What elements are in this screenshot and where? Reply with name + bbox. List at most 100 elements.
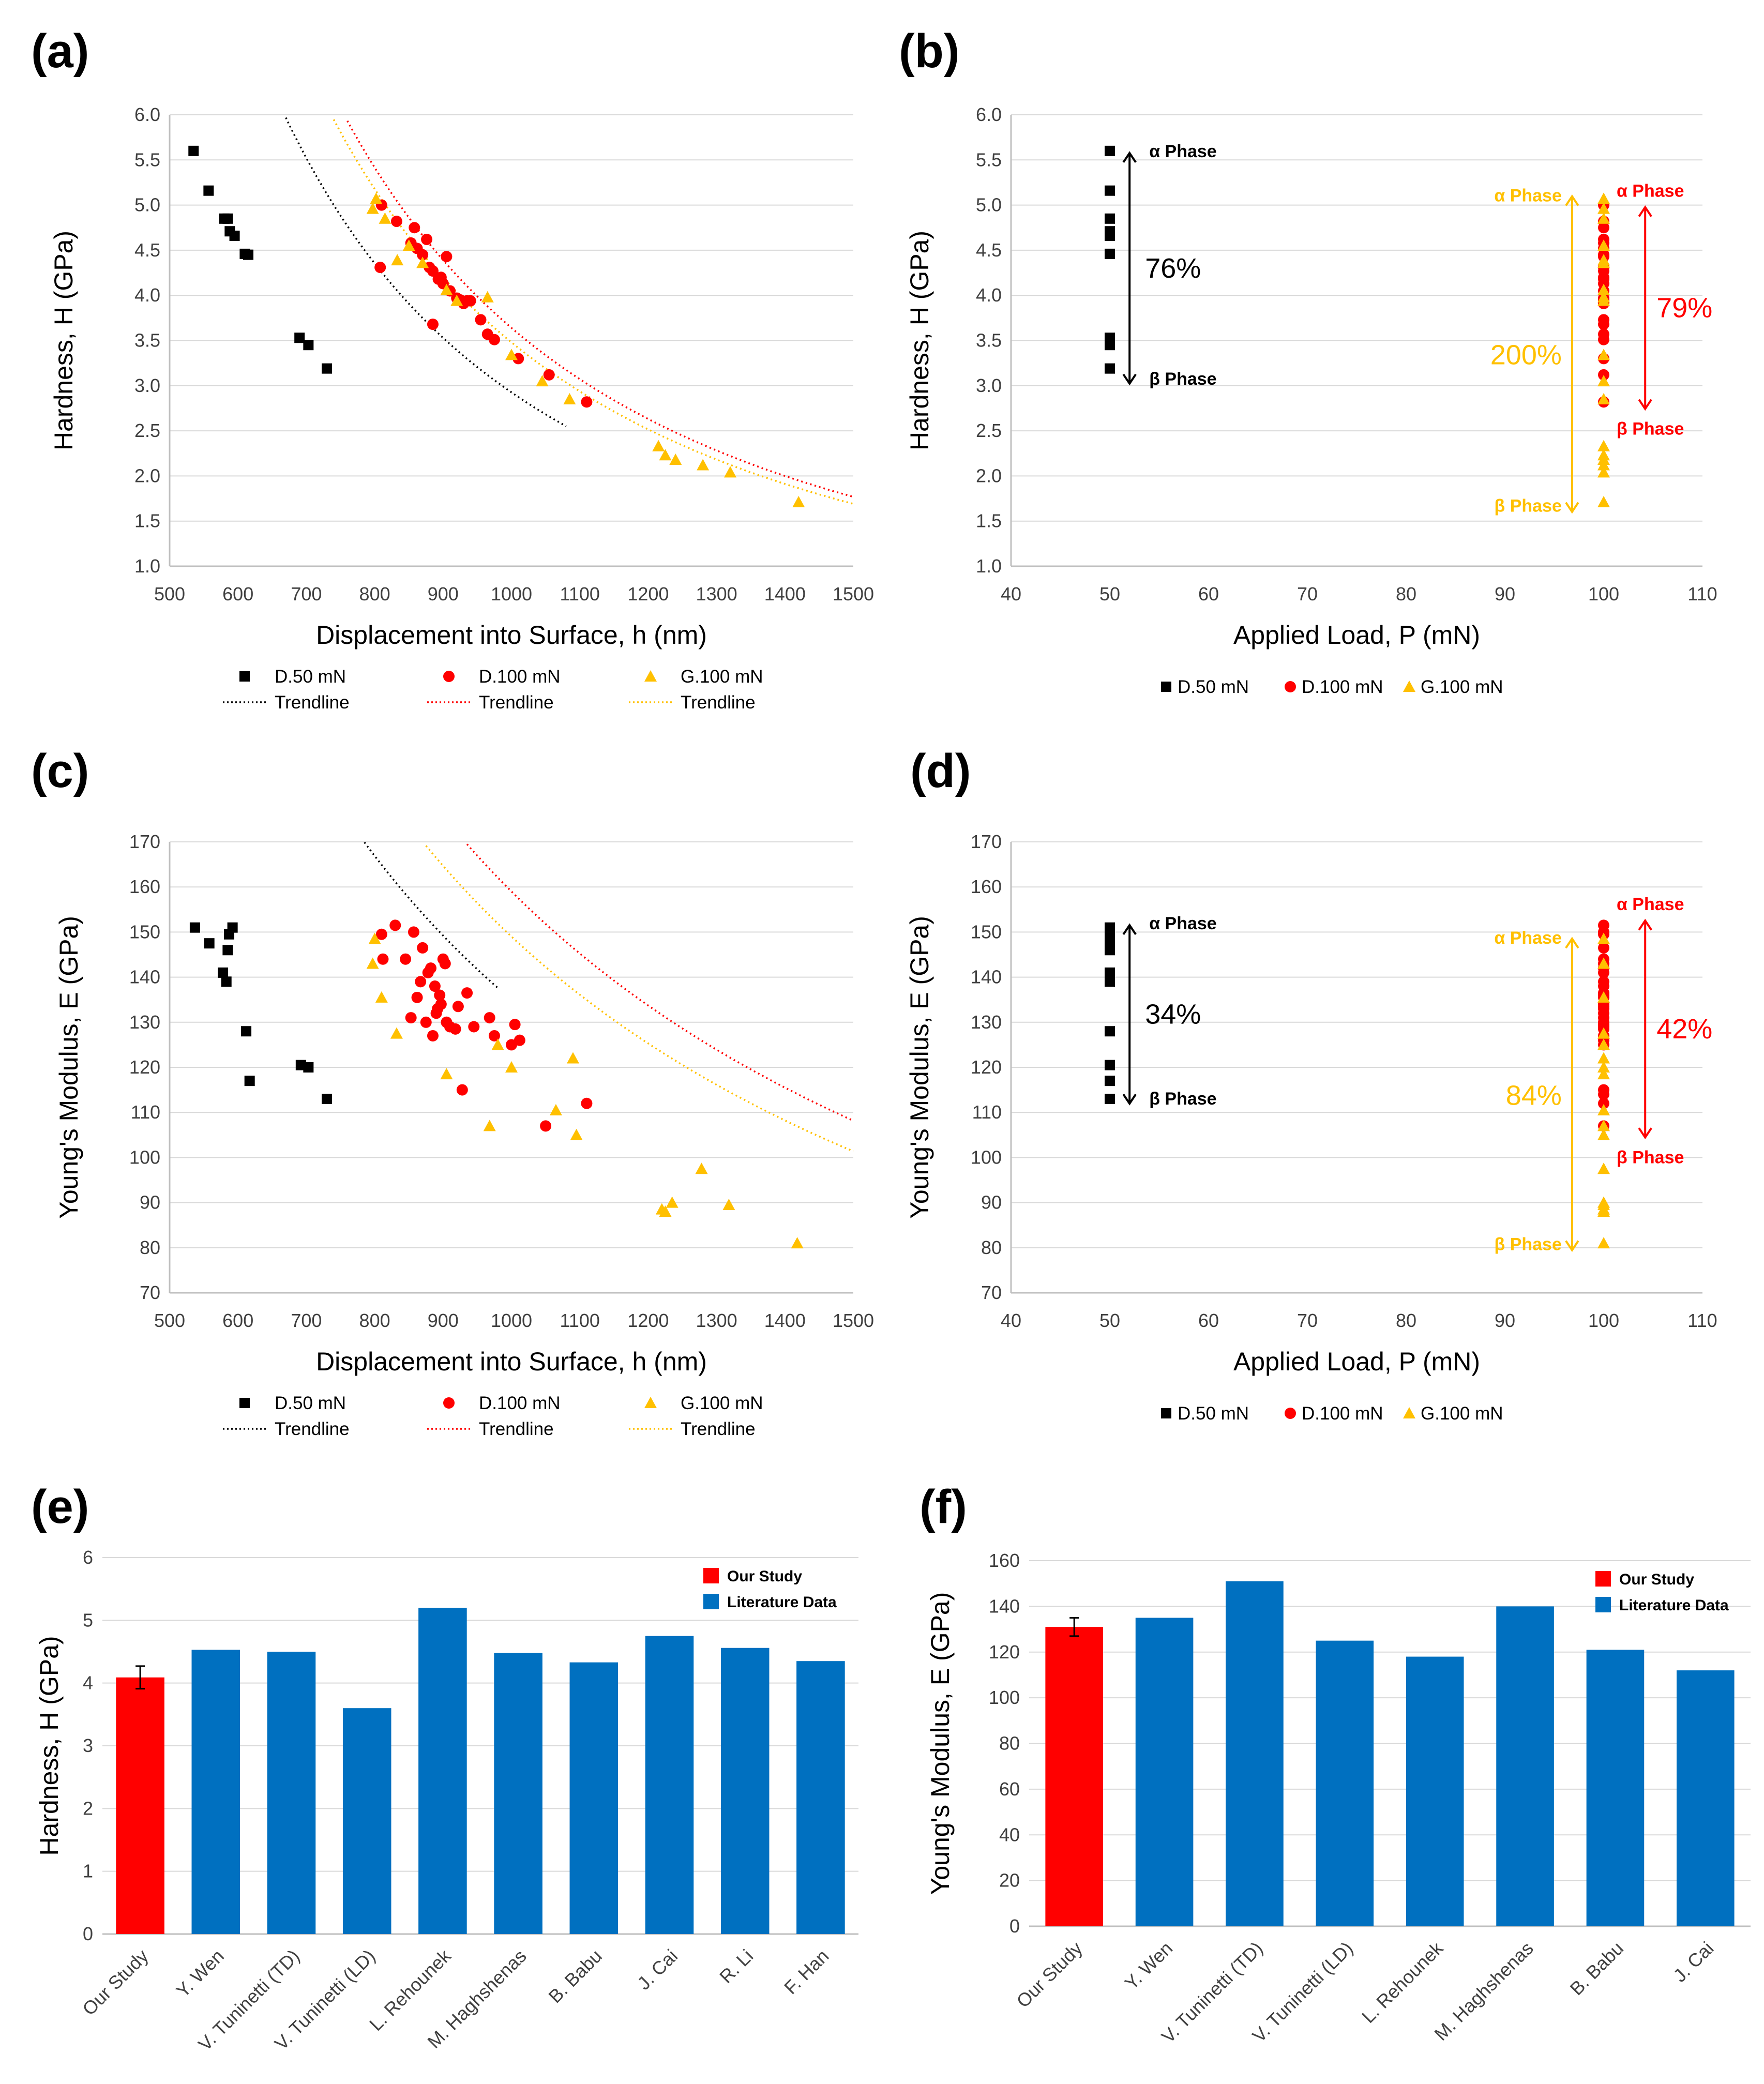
data-point-triangle (450, 294, 463, 306)
data-point-triangle (416, 256, 429, 268)
y-tick-label: 4.0 (134, 284, 160, 306)
y-tick-label: 120 (129, 1056, 160, 1078)
data-point-circle (417, 942, 429, 954)
chart-f: 0 20 40 60 80 100 120 140 160 Young's Modulus, E … (926, 1550, 1751, 2047)
data-point-triangle (1597, 459, 1610, 471)
legend-swatch-literature (703, 1594, 719, 1609)
x-tick-label: 50 (1099, 583, 1120, 605)
x-tick-label: 90 (1495, 583, 1515, 605)
data-point-triangle (505, 349, 518, 360)
y-tick-label: 4.5 (134, 239, 160, 261)
bar-literature (191, 1650, 240, 1934)
x-tick-label: 100 (1588, 1310, 1619, 1331)
data-point-circle (464, 295, 476, 307)
data-point-triangle (1597, 466, 1610, 478)
chart-b: 1.0 1.5 2.0 2.5 3.0 3.5 4.0 4.5 5.0 5.5 6.0 Hardnes… (905, 104, 1717, 697)
y-tick-label: 80 (981, 1237, 1002, 1258)
gold-beta-label: β Phase (1495, 1235, 1562, 1255)
trendline-1 (466, 843, 854, 1122)
y-tick-label: 6.0 (134, 104, 160, 125)
x-tick-label: 900 (428, 583, 459, 605)
legend-label: Trendline (681, 1419, 756, 1439)
legend-label: Trendline (275, 1419, 350, 1439)
y-tick-label: 170 (129, 831, 160, 852)
y-tick-label: 110 (131, 1101, 160, 1123)
legend-marker-triangle (644, 670, 657, 682)
x-axis-title: Applied Load, P (mN) (1233, 621, 1480, 650)
trendline-2 (333, 119, 854, 505)
bar-literature (645, 1636, 694, 1934)
y-tick-label: 5.0 (976, 194, 1002, 216)
x-tick-label: 90 (1495, 1310, 1515, 1331)
gold-alpha-label: α Phase (1494, 928, 1562, 948)
data-point-square (1105, 248, 1115, 259)
data-point-triangle (722, 1198, 735, 1210)
data-point-triangle (390, 1027, 403, 1039)
data-point-circle (509, 1019, 521, 1031)
legend-marker-square (239, 1398, 250, 1408)
data-point-square (1105, 1026, 1115, 1037)
y-tick-label: 60 (999, 1778, 1020, 1800)
data-point-square (1105, 185, 1115, 196)
red-phase-arrow-head-bottom (1638, 399, 1652, 411)
red-beta-label: β Phase (1617, 1148, 1684, 1168)
category-label: Y. Wen (172, 1945, 228, 2002)
data-point-triangle (505, 1061, 518, 1073)
y-tick-label: 0 (1009, 1915, 1020, 1937)
data-point-triangle (391, 254, 404, 266)
black-alpha-label: α Phase (1149, 142, 1217, 161)
x-tick-label: 80 (1396, 583, 1416, 605)
gold-phase-arrow-head-bottom (1565, 502, 1579, 514)
black-beta-label: β Phase (1149, 1089, 1216, 1109)
data-point-circle (374, 262, 386, 274)
red-percent-label: 42% (1656, 1014, 1712, 1045)
y-tick-label: 100 (129, 1146, 160, 1168)
legend-marker-circle (443, 671, 455, 682)
data-point-square (227, 922, 238, 933)
data-point-circle (514, 1034, 525, 1046)
data-point-triangle (1597, 1120, 1610, 1131)
data-point-triangle (536, 375, 549, 387)
y-tick-label: 90 (981, 1192, 1002, 1213)
data-point-triangle (379, 212, 391, 224)
data-point-circle (390, 216, 402, 228)
data-point-triangle (563, 392, 576, 404)
data-point-square (322, 363, 333, 374)
x-tick-label: 1400 (764, 1310, 806, 1331)
data-point-circle (1598, 1097, 1609, 1109)
data-point-triangle (652, 440, 665, 451)
y-tick-label: 170 (971, 831, 1002, 852)
bar-literature (1496, 1606, 1554, 1926)
data-point-triangle (570, 1128, 583, 1140)
data-point-triangle (695, 1162, 708, 1174)
x-tick-label: 1200 (627, 1310, 669, 1331)
data-point-circle (1598, 369, 1609, 381)
y-tick-label: 6.0 (976, 104, 1002, 125)
y-tick-label: 3.5 (976, 330, 1002, 351)
bar-literature (342, 1708, 391, 1934)
chart-a: 1.0 1.5 2.0 2.5 3.0 3.5 4.0 4.5 5.0 5.5 6.0 Hardnes… (49, 104, 874, 713)
x-tick-label: 70 (1297, 583, 1318, 605)
y-tick-label: 20 (999, 1870, 1020, 1891)
data-point-triangle (1597, 375, 1610, 387)
data-point-circle (488, 334, 500, 345)
x-tick-label: 100 (1588, 583, 1619, 605)
data-point-circle (512, 353, 524, 365)
legend-label: G.100 mN (1421, 677, 1503, 697)
category-label: M. Haghshenas (1430, 1938, 1537, 2045)
legend-label: D.100 mN (479, 667, 561, 687)
y-tick-label: 140 (971, 967, 1002, 988)
bar-literature (1586, 1650, 1645, 1926)
y-tick-label: 2.5 (134, 420, 160, 441)
legend-label: D.50 mN (275, 667, 346, 687)
data-point-circle (1598, 967, 1609, 978)
legend-marker-square (1161, 682, 1171, 692)
x-tick-label: 1100 (560, 1310, 599, 1331)
x-tick-label: 110 (1687, 583, 1717, 605)
charts-layer: 1.0 1.5 2.0 2.5 3.0 3.5 4.0 4.5 5.0 5.5 6.0 Hardnes… (35, 104, 1751, 2055)
data-point-triangle (1597, 496, 1610, 508)
x-axis-title: Applied Load, P (mN) (1233, 1347, 1480, 1376)
data-point-triangle (1597, 932, 1610, 944)
data-point-triangle (659, 1205, 672, 1217)
panel-label-c: (c) (31, 745, 89, 797)
